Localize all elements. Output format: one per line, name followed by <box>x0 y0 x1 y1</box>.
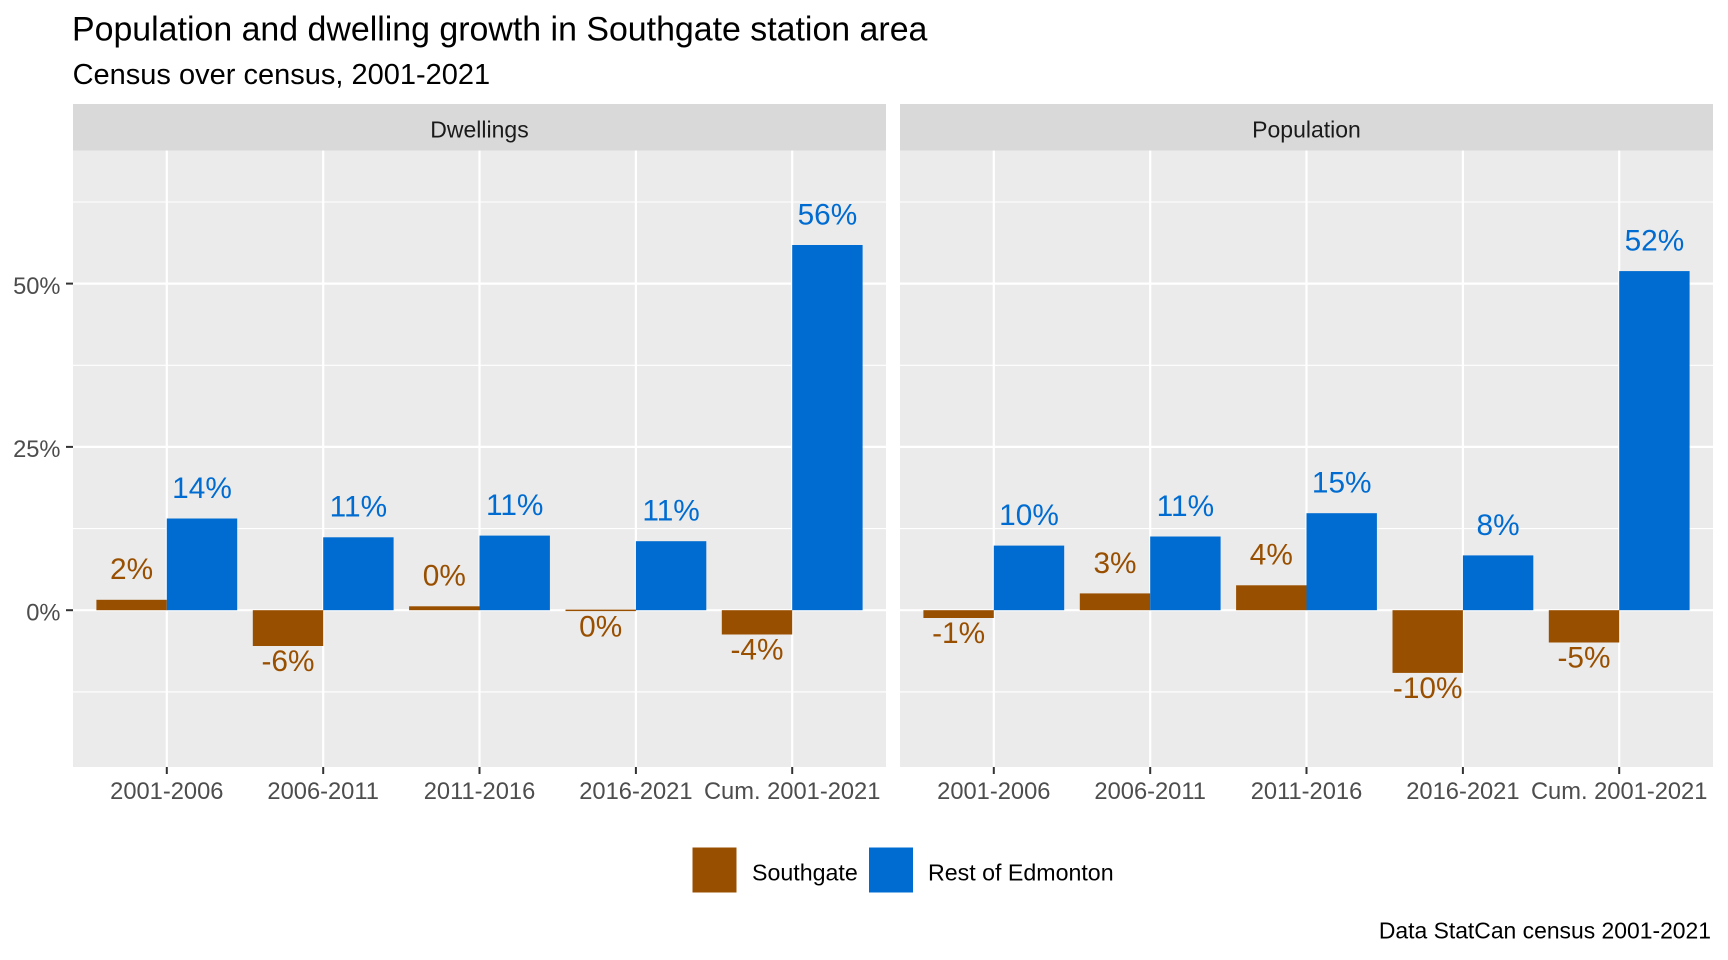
svg-text:2001-2006: 2001-2006 <box>110 779 223 805</box>
svg-text:Southgate: Southgate <box>752 860 858 886</box>
svg-text:-6%: -6% <box>262 645 315 678</box>
svg-text:11%: 11% <box>642 495 699 528</box>
svg-text:4%: 4% <box>1250 539 1293 572</box>
svg-text:Population: Population <box>1252 116 1361 142</box>
svg-text:-5%: -5% <box>1558 642 1611 675</box>
svg-text:Dwellings: Dwellings <box>430 116 528 142</box>
svg-text:52%: 52% <box>1625 225 1685 258</box>
svg-text:Cum. 2001-2021: Cum. 2001-2021 <box>704 779 880 805</box>
svg-text:11%: 11% <box>1157 490 1214 523</box>
svg-text:-10%: -10% <box>1393 672 1463 705</box>
svg-text:2011-2016: 2011-2016 <box>424 779 536 805</box>
svg-text:15%: 15% <box>1312 467 1372 500</box>
svg-text:2011-2016: 2011-2016 <box>1251 779 1363 805</box>
svg-text:3%: 3% <box>1093 547 1136 580</box>
svg-text:10%: 10% <box>999 499 1059 532</box>
svg-text:2016-2021: 2016-2021 <box>579 779 692 805</box>
svg-text:25%: 25% <box>13 437 60 463</box>
svg-text:Data StatCan census 2001-2021: Data StatCan census 2001-2021 <box>1379 918 1711 944</box>
svg-text:14%: 14% <box>172 472 232 505</box>
svg-text:11%: 11% <box>486 489 543 522</box>
svg-text:2016-2021: 2016-2021 <box>1406 779 1519 805</box>
svg-text:Cum. 2001-2021: Cum. 2001-2021 <box>1531 779 1707 805</box>
svg-text:-1%: -1% <box>932 617 985 650</box>
svg-text:11%: 11% <box>330 491 387 524</box>
svg-text:Census over census, 2001-2021: Census over census, 2001-2021 <box>73 59 491 91</box>
svg-text:0%: 0% <box>26 601 60 627</box>
svg-text:50%: 50% <box>13 274 60 300</box>
svg-text:2001-2006: 2001-2006 <box>937 779 1050 805</box>
svg-text:2006-2011: 2006-2011 <box>267 779 379 805</box>
svg-text:0%: 0% <box>579 610 622 643</box>
svg-text:8%: 8% <box>1477 509 1520 542</box>
svg-text:2006-2011: 2006-2011 <box>1094 779 1206 805</box>
svg-text:Population and dwelling growth: Population and dwelling growth in Southg… <box>72 10 928 48</box>
svg-text:2%: 2% <box>110 553 153 586</box>
svg-text:-4%: -4% <box>731 634 784 667</box>
svg-text:56%: 56% <box>798 198 858 231</box>
svg-text:0%: 0% <box>423 560 466 593</box>
svg-text:Rest of Edmonton: Rest of Edmonton <box>928 860 1114 886</box>
